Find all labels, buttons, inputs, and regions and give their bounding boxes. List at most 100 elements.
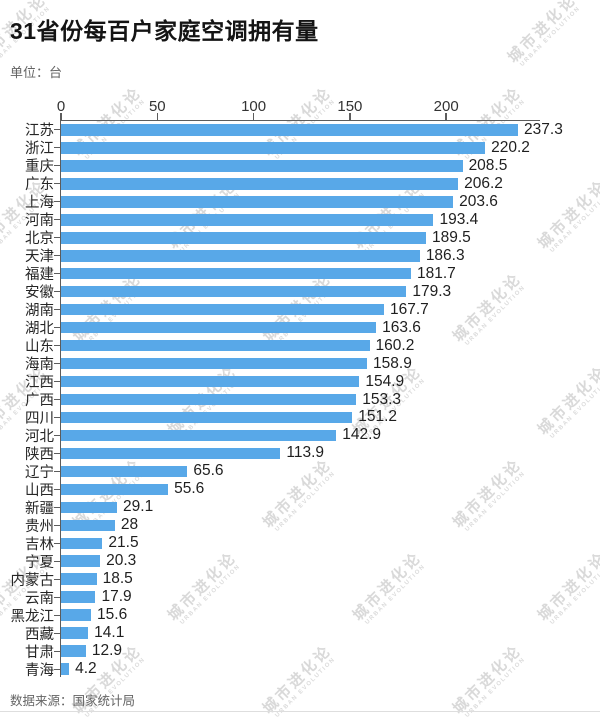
category-tick-dash xyxy=(54,542,61,544)
bar-row: 福建 181.7 xyxy=(0,264,600,284)
bar-row: 广西 153.3 xyxy=(0,391,600,410)
bar-row: 海南 158.9 xyxy=(0,354,600,374)
value-label: 142.9 xyxy=(342,426,382,444)
category-label: 四川 xyxy=(25,410,54,427)
category-tick-dash xyxy=(54,452,61,454)
category-label: 江西 xyxy=(25,375,54,392)
bar xyxy=(61,124,519,136)
y-axis-line xyxy=(59,120,61,677)
bar xyxy=(61,303,384,316)
x-tick-mark xyxy=(445,113,447,120)
value-label: 55.6 xyxy=(174,480,205,498)
bar-row: 黑龙江 15.6 xyxy=(0,606,600,625)
category-label: 江苏 xyxy=(25,123,54,140)
category-tick-dash xyxy=(54,291,61,293)
value-label: 237.3 xyxy=(524,120,563,138)
category-tick-dash xyxy=(54,147,61,149)
unit-label: 单位：台 xyxy=(10,65,63,80)
bar xyxy=(61,627,89,639)
category-label: 吉林 xyxy=(25,536,54,553)
value-label: 179.3 xyxy=(412,282,452,300)
bar xyxy=(61,375,360,388)
value-label: 203.6 xyxy=(459,192,498,210)
bar xyxy=(61,267,411,280)
value-label: 160.2 xyxy=(375,336,415,354)
bar-row: 新疆 29.1 xyxy=(0,498,600,517)
x-axis: 0 50 100 150 200 xyxy=(0,0,600,121)
category-tick-dash xyxy=(54,560,61,562)
category-label: 新疆 xyxy=(25,500,54,517)
bar-row: 贵州 28 xyxy=(0,516,600,535)
category-label: 北京 xyxy=(25,231,54,248)
bar xyxy=(61,519,115,532)
bar xyxy=(61,411,353,424)
category-label: 广西 xyxy=(25,393,54,410)
category-label: 上海 xyxy=(25,195,54,212)
bar xyxy=(61,663,70,675)
category-label: 黑龙江 xyxy=(10,608,55,625)
category-label: 内蒙古 xyxy=(10,572,55,589)
bar-row: 吉林 21.5 xyxy=(0,534,600,553)
value-label: 158.9 xyxy=(373,354,412,372)
value-label: 113.9 xyxy=(286,444,324,462)
value-label: 189.5 xyxy=(431,228,471,246)
category-label: 福建 xyxy=(25,267,54,284)
bar xyxy=(61,555,101,567)
x-tick-mark xyxy=(349,113,351,120)
category-label: 重庆 xyxy=(25,159,54,176)
category-tick-dash xyxy=(54,273,61,275)
x-tick-mark xyxy=(156,113,159,120)
bar xyxy=(61,573,97,585)
value-label: 65.6 xyxy=(193,462,224,480)
bar xyxy=(61,321,377,334)
category-tick-dash xyxy=(54,309,61,311)
value-label: 167.7 xyxy=(389,300,429,318)
bar-row: 湖南 167.7 xyxy=(0,300,600,320)
category-label: 广东 xyxy=(25,177,54,194)
x-tick-label: 0 xyxy=(56,98,66,115)
category-label: 贵州 xyxy=(25,518,54,535)
value-label: 163.6 xyxy=(382,318,421,336)
bar xyxy=(61,142,486,154)
category-tick-dash xyxy=(54,129,61,131)
category-label: 甘肃 xyxy=(25,644,54,661)
value-label: 206.2 xyxy=(464,174,503,192)
value-label: 181.7 xyxy=(416,264,456,282)
bar-row: 河北 142.9 xyxy=(0,426,600,445)
bar xyxy=(61,591,96,603)
category-label: 山西 xyxy=(25,482,54,499)
value-label: 29.1 xyxy=(123,498,154,516)
bar-row: 山西 55.6 xyxy=(0,480,600,499)
bar xyxy=(61,357,368,370)
bar xyxy=(61,501,118,514)
category-tick-dash xyxy=(54,345,61,347)
category-tick-dash xyxy=(54,416,61,418)
category-tick-dash xyxy=(54,183,61,185)
bar-row: 西藏 14.1 xyxy=(0,624,600,643)
value-label: 20.3 xyxy=(106,552,137,570)
bar-row: 宁夏 20.3 xyxy=(0,552,600,571)
bar xyxy=(61,214,434,226)
bar xyxy=(61,160,463,172)
category-label: 天津 xyxy=(25,249,54,266)
category-label: 河南 xyxy=(25,213,54,230)
value-label: 186.3 xyxy=(425,246,465,264)
category-tick-dash xyxy=(54,488,61,490)
bar-row: 河南 193.4 xyxy=(0,211,600,230)
category-label: 湖北 xyxy=(25,321,54,338)
bar xyxy=(61,232,426,244)
page-title: 31省份每百户家庭空调拥有量 xyxy=(10,18,319,44)
value-label: 14.1 xyxy=(94,624,125,642)
x-tick-mark xyxy=(252,113,255,120)
value-label: 154.9 xyxy=(365,372,405,390)
category-tick-dash xyxy=(54,596,61,598)
bar-row: 辽宁 65.6 xyxy=(0,462,600,481)
category-tick-dash xyxy=(54,524,61,526)
category-tick-dash xyxy=(54,650,61,652)
bar-row: 北京 189.5 xyxy=(0,228,600,248)
bar-row: 湖北 163.6 xyxy=(0,318,600,338)
category-tick-dash xyxy=(54,470,61,472)
category-tick-dash xyxy=(54,327,61,329)
bar xyxy=(61,339,370,352)
